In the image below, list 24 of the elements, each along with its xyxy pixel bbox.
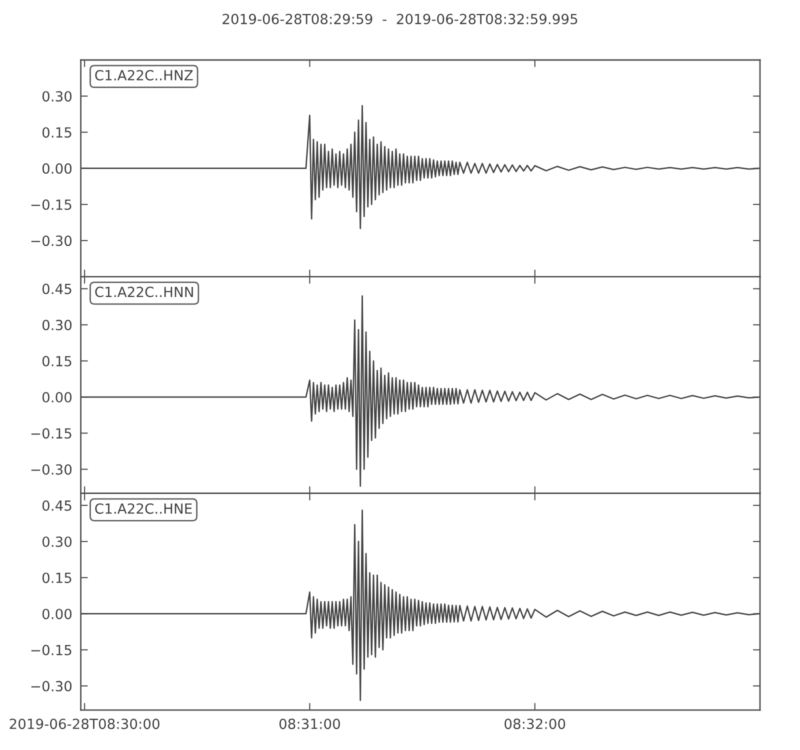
y-tick-label: 0.00: [42, 392, 72, 403]
y-tick-label: 0.30: [42, 320, 72, 330]
y-tick-label: 0.00: [42, 608, 72, 620]
y-tick-label: −0.15: [31, 644, 72, 656]
y-tick-label: 0.30: [42, 536, 72, 547]
y-tick-label: −0.15: [31, 428, 72, 439]
x-tick-label: 08:32:00: [504, 718, 566, 730]
annotation: C1.A22C..HNE: [95, 503, 192, 514]
y-tick-label: 0.15: [42, 356, 72, 366]
annotation: C1.A22C..HNZ: [95, 70, 193, 80]
y-tick-label: 0.15: [42, 572, 72, 584]
annotation: C1.A22C..HNN: [95, 286, 193, 298]
x-tick-label: 08:31:00: [279, 718, 340, 730]
y-tick-label: −0.30: [31, 464, 72, 475]
y-tick-label: 0.30: [42, 91, 72, 102]
chart-title: 2019-06-28T08:29:59 - 2019-06-28T08:32:59.995: [222, 14, 578, 24]
y-tick-label: 0.45: [42, 500, 72, 511]
y-tick-label: −0.15: [31, 199, 72, 210]
y-tick-label: −0.30: [31, 680, 72, 692]
y-tick-label: −0.30: [31, 236, 72, 246]
y-tick-label: 0.15: [42, 127, 72, 138]
y-tick-label: 0.00: [42, 163, 72, 174]
y-tick-label: 0.45: [42, 284, 72, 294]
x-tick-label: 2019-06-28T08:30:00: [10, 718, 160, 730]
